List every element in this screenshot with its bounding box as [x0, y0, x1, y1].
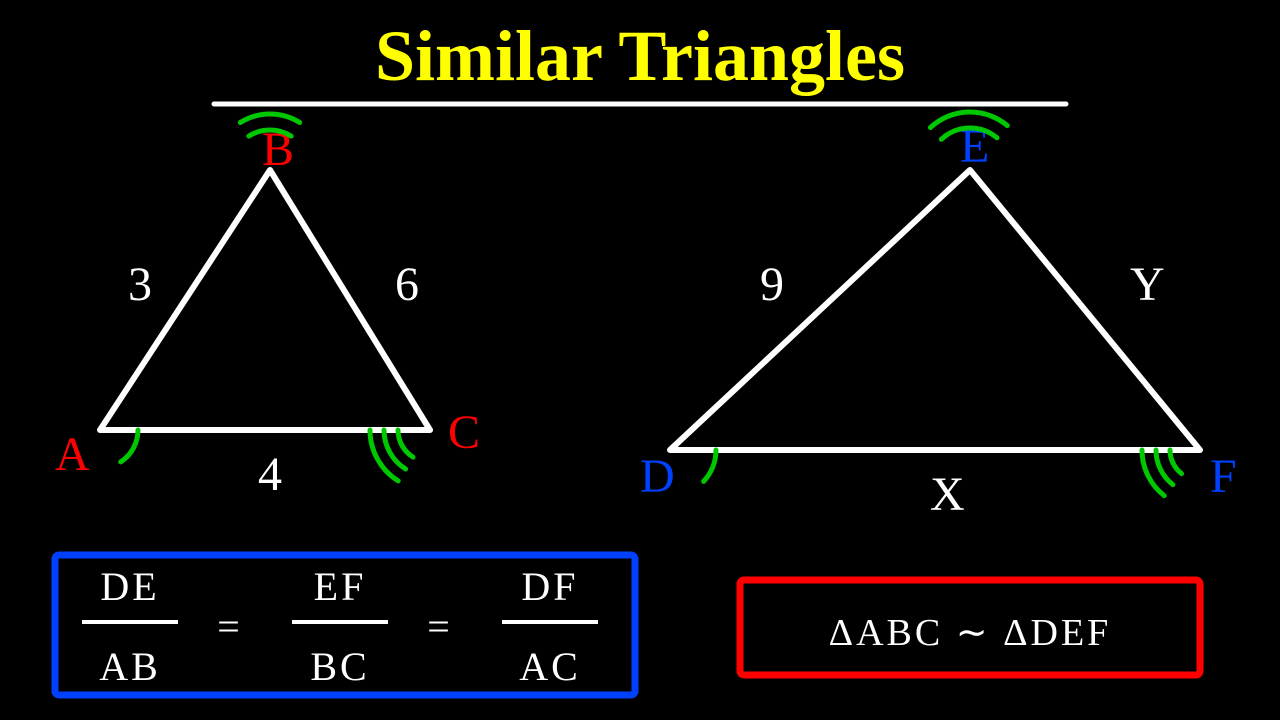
- ratio-numerator: DF: [521, 564, 578, 609]
- angle-arc: [1170, 450, 1182, 474]
- equals-sign: =: [427, 604, 453, 649]
- vertex-c-label: C: [448, 406, 480, 459]
- vertex-d-label: D: [640, 450, 675, 503]
- similarity-statement: ΔABC ∼ ΔDEF: [829, 612, 1112, 654]
- side-bc-label: 6: [395, 258, 419, 311]
- triangle-def: [670, 170, 1200, 450]
- side-ab-label: 3: [128, 258, 152, 311]
- page-title: Similar Triangles: [375, 16, 905, 96]
- angle-arc: [121, 430, 138, 462]
- vertex-a-label: A: [55, 428, 90, 481]
- vertex-f-label: F: [1210, 450, 1237, 503]
- ratio-numerator: EF: [314, 564, 367, 609]
- side-ef-label: Y: [1130, 258, 1165, 311]
- ratio-numerator: DE: [100, 564, 159, 609]
- angle-arc: [398, 430, 413, 457]
- equals-sign: =: [217, 604, 243, 649]
- angle-arc: [240, 114, 299, 123]
- ratio-denominator: AC: [519, 644, 581, 689]
- side-de-label: 9: [760, 258, 784, 311]
- ratio-equation: DE AB EF BC DF AC = =: [82, 564, 598, 689]
- ratio-denominator: AB: [99, 644, 161, 689]
- angle-arc: [704, 450, 716, 481]
- side-df-label: X: [930, 468, 965, 521]
- ratio-denominator: BC: [310, 644, 369, 689]
- diagram-canvas: Similar Triangles A B C 3 6 4 D E F 9 Y …: [0, 0, 1280, 720]
- side-ac-label: 4: [258, 448, 282, 501]
